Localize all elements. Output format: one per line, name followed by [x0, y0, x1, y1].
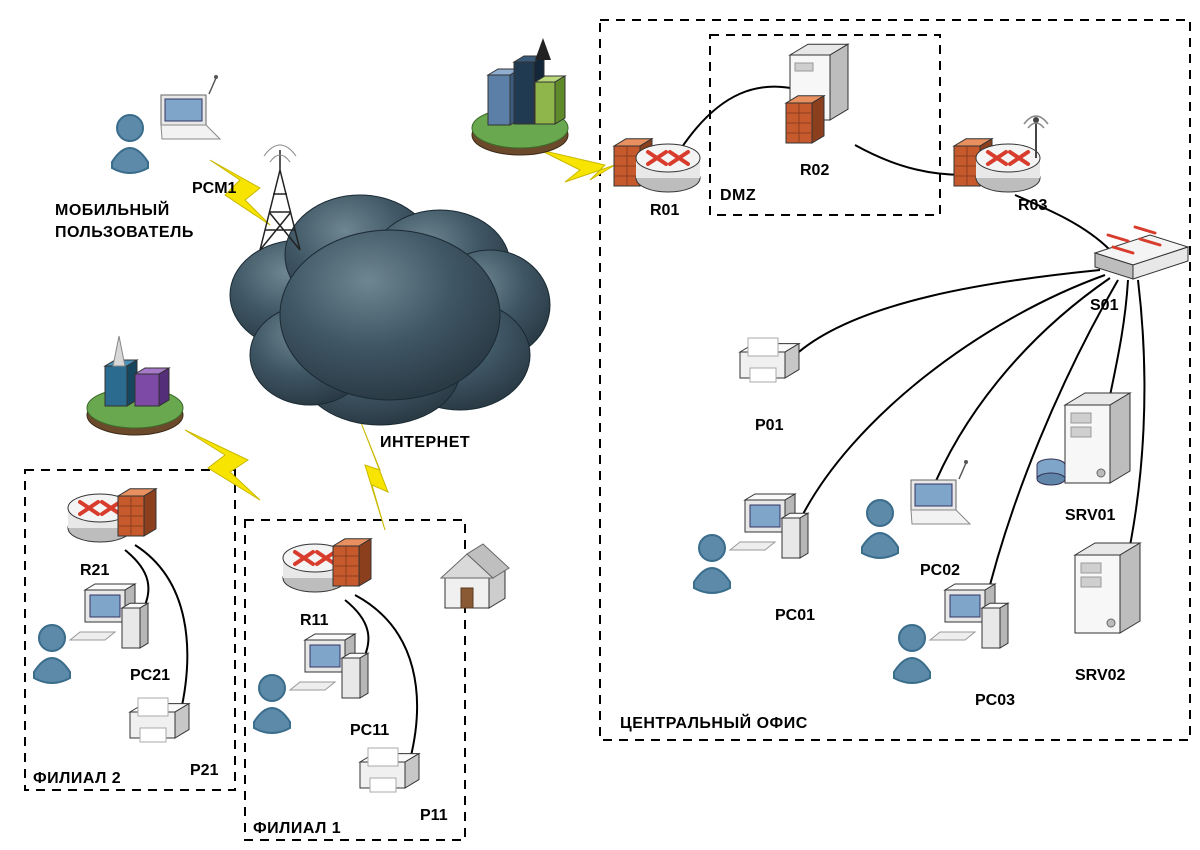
svg-text:SRV01: SRV01: [1065, 507, 1116, 524]
node-r03: [954, 116, 1048, 192]
node-p21: [130, 698, 189, 742]
edge-r01-r02: [680, 87, 800, 150]
node-srv01: [1037, 393, 1130, 485]
svg-text:P11: P11: [420, 807, 448, 824]
node-pc01: [694, 494, 808, 593]
node-p11: [360, 748, 419, 792]
node-pcm1: [112, 75, 220, 173]
svg-text:R03: R03: [1018, 197, 1047, 214]
svg-text:PC21: PC21: [130, 667, 170, 684]
node-city1: [472, 38, 568, 155]
svg-text:R01: R01: [650, 202, 679, 219]
svg-text:PCM1: PCM1: [192, 180, 237, 197]
node-pc11: [254, 634, 368, 733]
svg-text:ПОЛЬЗОВАТЕЛЬ: ПОЛЬЗОВАТЕЛЬ: [55, 224, 194, 241]
node-pc02: [862, 460, 970, 558]
svg-text:S01: S01: [1090, 297, 1119, 314]
edge-s01-p01: [790, 270, 1100, 360]
svg-text:МОБИЛЬНЫЙ: МОБИЛЬНЫЙ: [55, 200, 170, 219]
svg-text:P21: P21: [190, 762, 219, 779]
svg-text:PC01: PC01: [775, 607, 815, 624]
lightning-icon: [540, 150, 615, 182]
node-r11: [283, 539, 371, 592]
node-pc03: [894, 584, 1008, 683]
node-srv02: [1075, 543, 1140, 633]
node-house: [441, 544, 509, 608]
svg-text:DMZ: DMZ: [720, 187, 756, 204]
lightning-icon: [185, 430, 260, 500]
node-r02: [786, 44, 848, 143]
svg-text:PC03: PC03: [975, 692, 1015, 709]
svg-text:ЦЕНТРАЛЬНЫЙ ОФИС: ЦЕНТРАЛЬНЫЙ ОФИС: [620, 713, 808, 732]
node-city2: [87, 336, 183, 435]
svg-text:PC11: PC11: [350, 722, 389, 739]
node-r01: [614, 139, 700, 192]
node-p01: [740, 338, 799, 382]
svg-text:SRV02: SRV02: [1075, 667, 1126, 684]
svg-text:R21: R21: [80, 562, 109, 579]
svg-text:R02: R02: [800, 162, 829, 179]
edge-r02-r03: [855, 145, 965, 175]
svg-text:ФИЛИАЛ 2: ФИЛИАЛ 2: [33, 770, 121, 787]
svg-text:ФИЛИАЛ 1: ФИЛИАЛ 1: [253, 820, 341, 837]
node-r21: [68, 489, 156, 542]
svg-text:ИНТЕРНЕТ: ИНТЕРНЕТ: [380, 434, 470, 451]
svg-text:P01: P01: [755, 417, 784, 434]
svg-text:R11: R11: [300, 612, 329, 629]
node-s01: [1095, 227, 1188, 279]
svg-text:PC02: PC02: [920, 562, 960, 579]
